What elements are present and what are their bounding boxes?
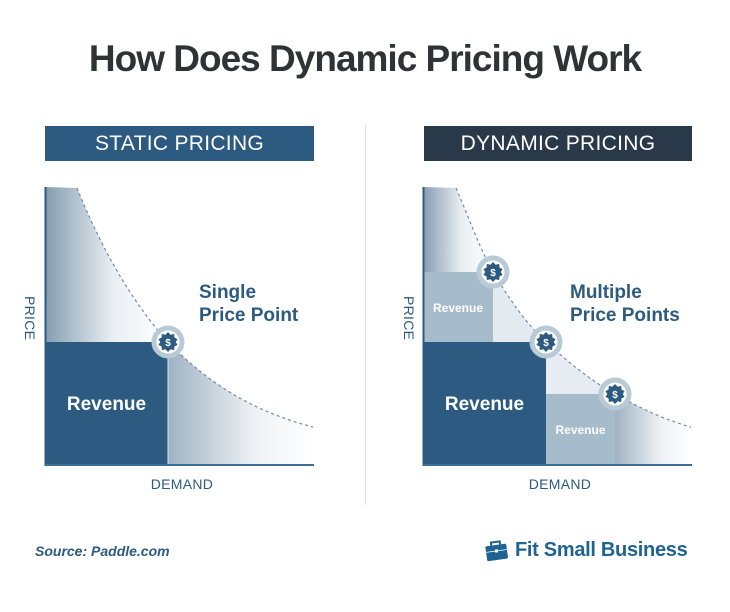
static-pricing-header: STATIC PRICING: [45, 126, 314, 161]
dollar-badge-icon: [600, 379, 630, 409]
revenue-label: Revenue: [444, 394, 525, 415]
brand-name: Fit Small Business: [515, 538, 688, 561]
revenue-label-small: Revenue: [555, 423, 606, 437]
panel-divider: [365, 124, 366, 505]
dollar-badge-icon: [478, 257, 508, 287]
brand-logo: Fit Small Business: [483, 537, 688, 563]
static-callout: Single Price Point: [199, 281, 298, 327]
revenue-block: [45, 342, 168, 465]
revenue-label: Revenue: [66, 394, 147, 415]
revenue-label-small: Revenue: [432, 301, 484, 315]
dollar-badge-icon: [531, 327, 561, 357]
callout-line: Price Points: [570, 305, 680, 326]
dynamic-callout: Multiple Price Points: [570, 281, 680, 327]
briefcase-icon: [485, 540, 508, 562]
dynamic-chart: [422, 187, 692, 466]
callout-line: Multiple: [570, 282, 642, 303]
revenue-block: [546, 394, 615, 465]
callout-line: Single: [199, 282, 257, 303]
source-credit: Source: Paddle.com: [35, 543, 170, 559]
demand-curve: [76, 187, 314, 428]
static-chart: [44, 187, 314, 466]
dynamic-demand-axis-label: DEMAND: [528, 476, 592, 492]
dollar-badge-icon: [153, 327, 183, 357]
dynamic-pricing-header: DYNAMIC PRICING: [424, 126, 692, 161]
dynamic-price-axis-label: PRICE: [401, 296, 417, 341]
static-demand-axis-label: DEMAND: [150, 476, 214, 492]
static-price-axis-label: PRICE: [22, 296, 38, 341]
revenue-block: [423, 342, 546, 465]
page-title: How Does Dynamic Pricing Work: [88, 38, 642, 79]
callout-line: Price Point: [199, 305, 299, 326]
